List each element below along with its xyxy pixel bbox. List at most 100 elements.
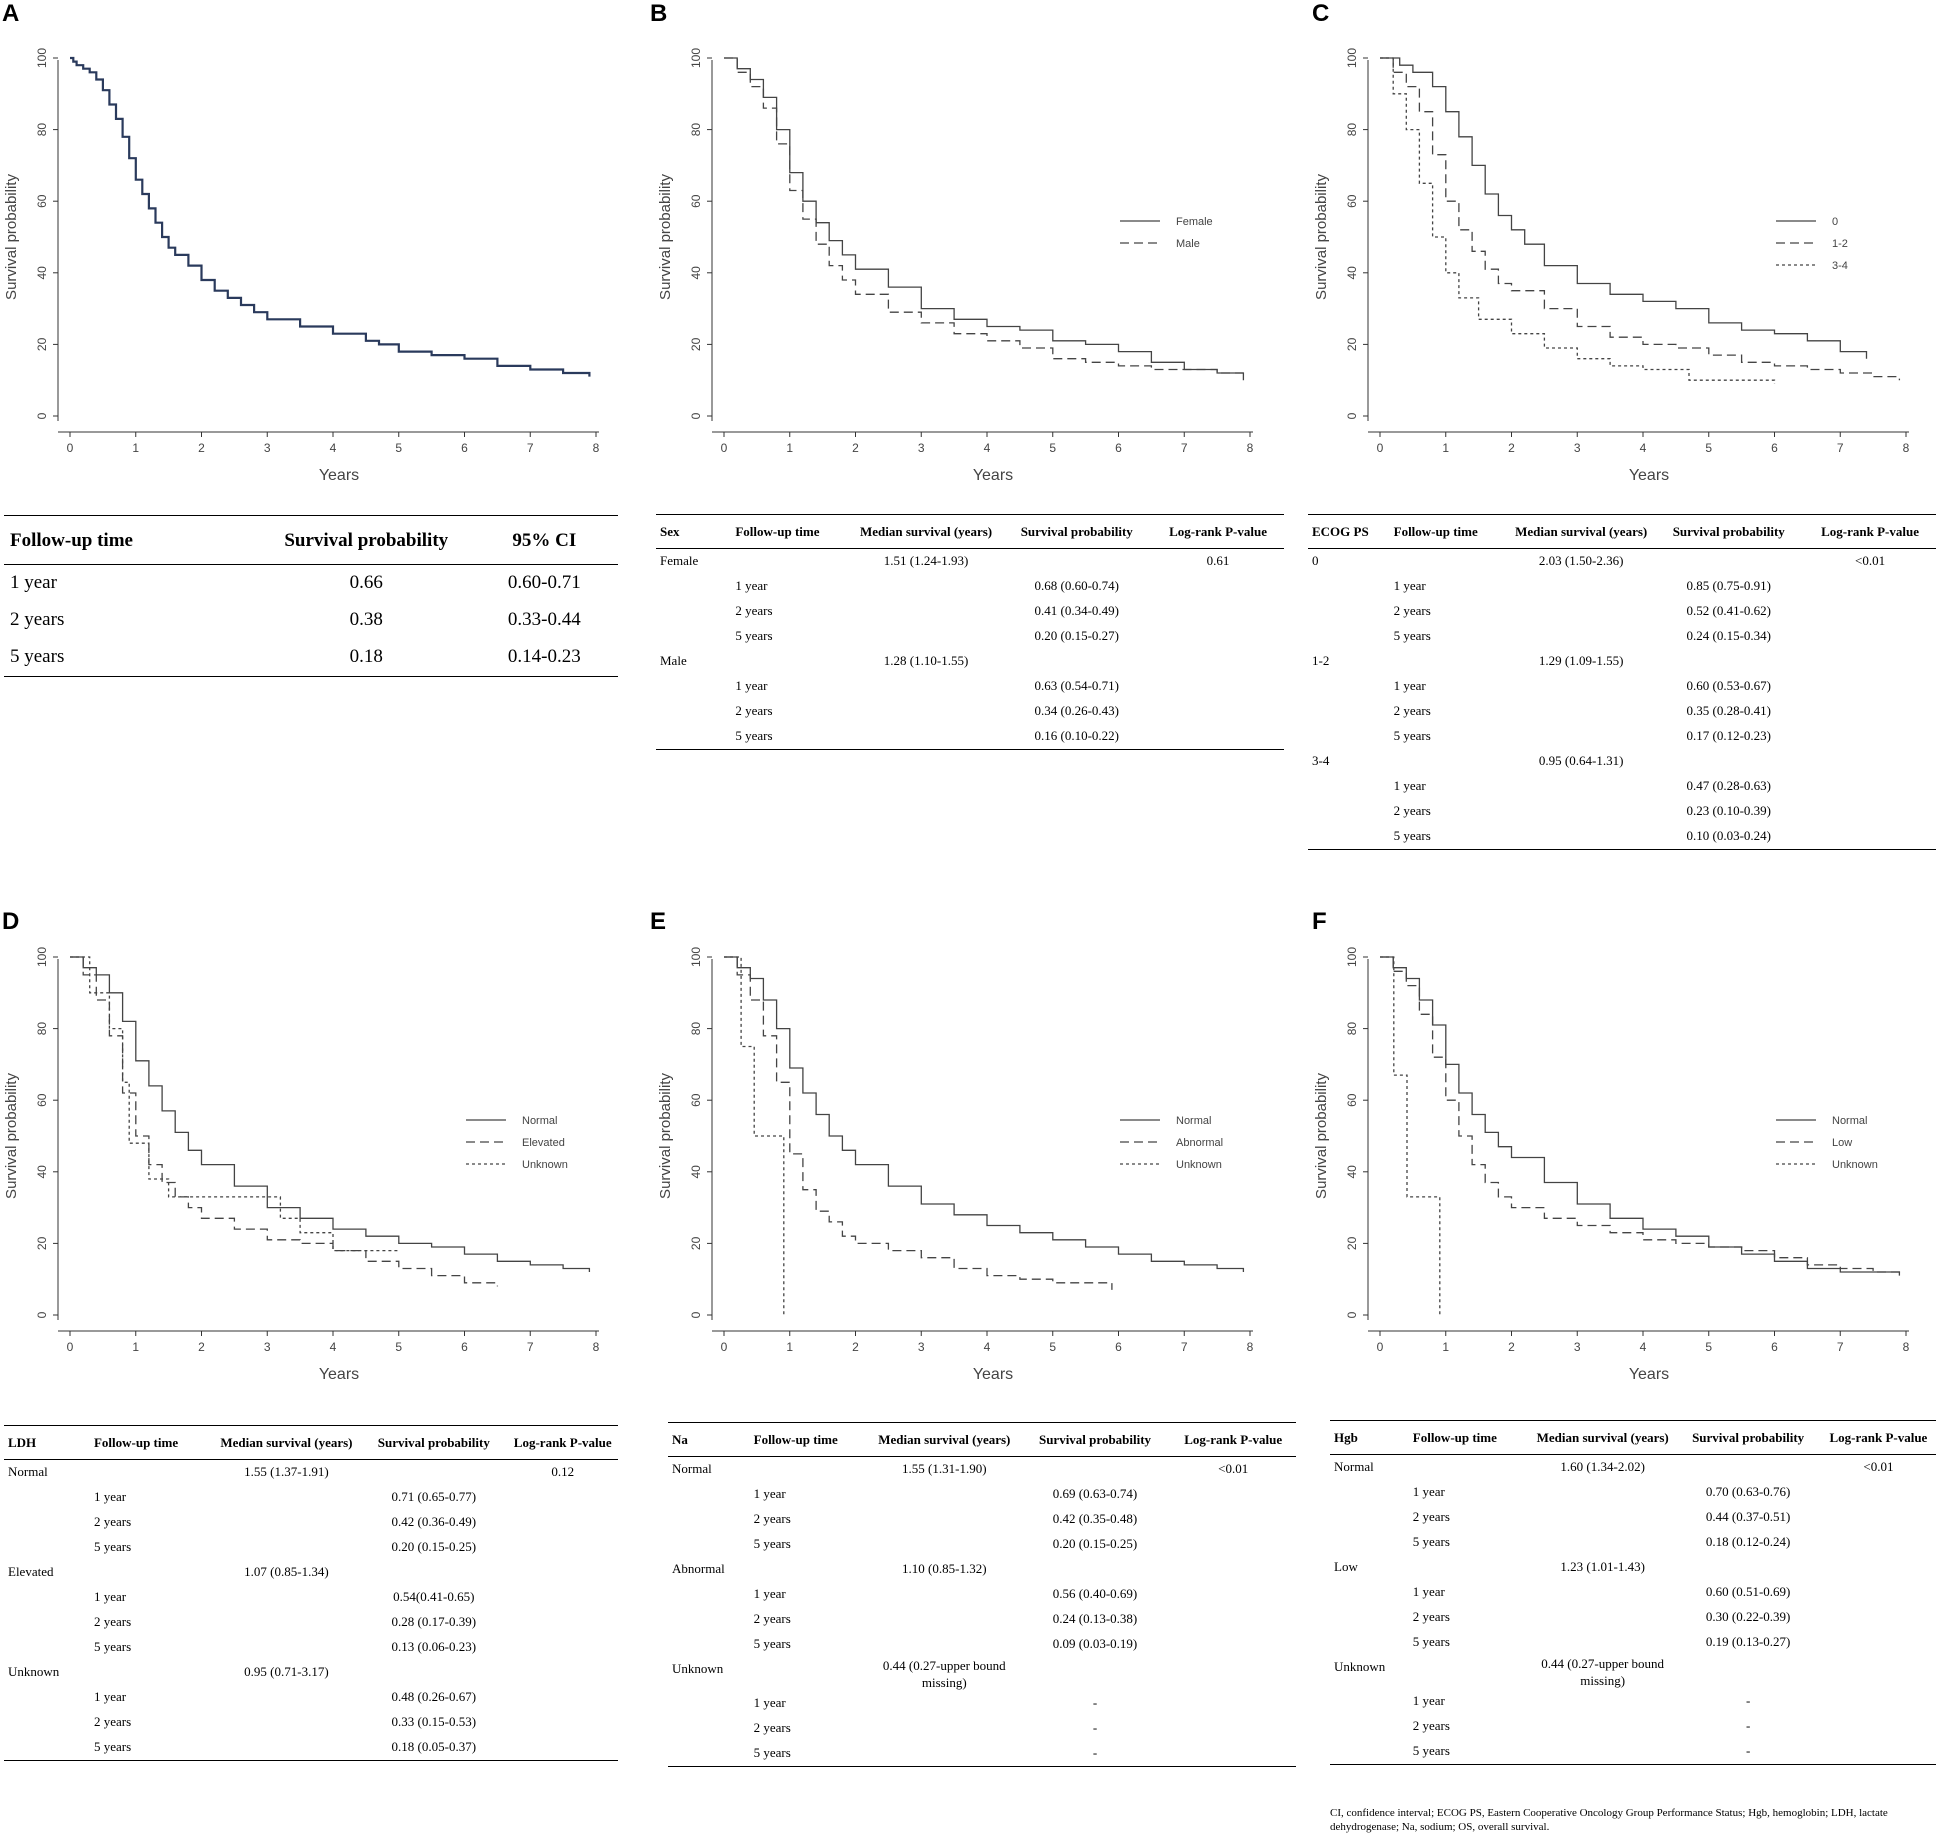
table-cell: 1.51 (1.24-1.93) xyxy=(883,552,969,568)
table-f: Hgb Follow-up time Median survival (year… xyxy=(1330,1420,1936,1765)
y-tick-label: 0 xyxy=(35,1311,49,1318)
table-cell: 0.54(0.41-0.65) xyxy=(393,1588,475,1604)
table-row: 1 year 0.69 (0.63-0.74) xyxy=(668,1482,1296,1507)
table-cell xyxy=(1330,1480,1409,1505)
table-cell: 0.34 (0.26-0.43) xyxy=(1034,702,1120,718)
table-cell xyxy=(1308,599,1390,624)
table-cell xyxy=(851,699,1002,724)
table-cell xyxy=(1330,1580,1409,1605)
y-tick-label: 100 xyxy=(689,947,703,967)
table-cell xyxy=(1530,1689,1675,1714)
table-cell xyxy=(1509,824,1653,850)
table-c-body: 0 2.03 (1.50-2.36) <0.01 1 year 0.85 (0.75-0… xyxy=(1308,548,1936,849)
table-cell: 5 years xyxy=(753,1635,791,1651)
y-tick-label: 40 xyxy=(1345,1165,1359,1179)
plot-area: 0 20 40 60 80 100 0 1 2 3 4 5 6 7 8 Years Survival proba… xyxy=(657,48,1254,484)
table-cell xyxy=(869,1582,1020,1607)
x-tick-label: 1 xyxy=(786,1340,793,1354)
y-axis-label: Survival probability xyxy=(1313,174,1330,300)
table-cell: 0.42 (0.35-0.48) xyxy=(1052,1510,1138,1526)
table-cell xyxy=(869,1507,1020,1532)
table-cell: 0.60 (0.53-0.67) xyxy=(1686,677,1771,693)
table-cell xyxy=(213,1735,360,1761)
table-cell: 0 xyxy=(1312,552,1319,568)
table-cell xyxy=(851,599,1002,624)
y-tick-label: 20 xyxy=(689,1236,703,1250)
x-tick-label: 7 xyxy=(1837,1340,1844,1354)
table-cell: 2 years xyxy=(735,602,773,618)
table-cell: 5 years xyxy=(1412,1633,1450,1649)
table-f-header-hgb: Hgb xyxy=(1330,1420,1409,1455)
table-cell xyxy=(1409,1555,1530,1580)
x-tick-label: 8 xyxy=(593,1340,600,1354)
table-cell: 0.17 (0.12-0.23) xyxy=(1686,727,1771,743)
table-cell: 1 year xyxy=(10,571,57,593)
table-cell: 0.61 xyxy=(1206,552,1230,568)
x-tick-label: 1 xyxy=(786,441,793,455)
table-cell: 1 year xyxy=(753,1694,786,1710)
table-cell: 2 years xyxy=(1412,1508,1450,1524)
x-axis-label: Years xyxy=(319,467,359,484)
y-axis-label: Survival probability xyxy=(657,174,674,300)
table-cell xyxy=(507,1510,618,1535)
series-line-unknown xyxy=(70,956,399,1252)
table-cell xyxy=(1308,574,1390,599)
table-cell: 0.23 (0.10-0.39) xyxy=(1686,802,1771,818)
table-cell: 1 year xyxy=(1412,1483,1445,1499)
table-row: 5 years 0.20 (0.15-0.25) xyxy=(668,1532,1296,1557)
table-cell: Normal xyxy=(1334,1458,1374,1474)
table-cell xyxy=(668,1632,750,1657)
table-cell xyxy=(1821,1555,1936,1580)
x-tick-label: 3 xyxy=(264,1340,271,1354)
table-cell xyxy=(750,1557,869,1582)
table-cell xyxy=(1804,624,1936,649)
table-cell xyxy=(360,1660,507,1685)
table-cell xyxy=(1390,749,1509,774)
table-a-header-survival: Survival probability xyxy=(261,515,471,565)
table-cell: 0.33 (0.15-0.53) xyxy=(391,1713,477,1729)
legend-label: Elevated xyxy=(522,1137,565,1149)
legend-label: Normal xyxy=(1176,1115,1211,1127)
table-row: 1 year 0.85 (0.75-0.91) xyxy=(1308,574,1936,599)
table-cell: 2 years xyxy=(1393,802,1431,818)
table-cell xyxy=(1821,1655,1936,1689)
table-a-header-follow-up: Follow-up time xyxy=(4,515,262,565)
table-row: 5 years 0.18 0.14-0.23 xyxy=(4,639,618,677)
table-cell: 0.20 (0.15-0.27) xyxy=(1034,627,1120,643)
table-cell xyxy=(1821,1689,1936,1714)
x-tick-label: 6 xyxy=(1115,1340,1122,1354)
table-cell: Abnormal xyxy=(672,1560,725,1576)
table-cell xyxy=(213,1535,360,1560)
x-tick-label: 1 xyxy=(1442,441,1449,455)
table-cell: <0.01 xyxy=(1855,552,1886,568)
table-c-header-follow-up: Follow-up time xyxy=(1389,514,1509,549)
survival-chart-d: 0 20 40 60 80 100 0 1 2 3 4 5 6 7 8 Years Survival proba… xyxy=(3,947,600,1383)
table-cell xyxy=(1653,548,1804,574)
legend-label: 3-4 xyxy=(1832,260,1848,272)
table-row: Elevated 1.07 (0.85-1.34) xyxy=(4,1560,618,1585)
table-d-header-median: Median survival (years) xyxy=(212,1425,361,1460)
table-cell xyxy=(213,1635,360,1660)
table-cell: 2 years xyxy=(93,1513,132,1529)
table-row: Normal 1.55 (1.37-1.91) 0.12 xyxy=(4,1459,618,1485)
table-cell xyxy=(668,1607,750,1632)
table-cell xyxy=(4,1485,90,1510)
table-cell xyxy=(1308,699,1390,724)
table-cell xyxy=(1821,1505,1936,1530)
table-cell xyxy=(1675,1655,1820,1689)
table-cell xyxy=(1509,674,1653,699)
table-cell: 0.14-0.23 xyxy=(507,645,581,667)
table-c-header-logrank: Log-rank P-value xyxy=(1804,514,1936,549)
table-cell xyxy=(750,1456,869,1482)
table-cell: 0.60-0.71 xyxy=(507,571,581,593)
y-tick-label: 40 xyxy=(1345,266,1359,280)
table-cell xyxy=(1804,799,1936,824)
table-cell: Unknown xyxy=(1334,1658,1386,1674)
table-cell: 1-2 xyxy=(1312,652,1330,668)
table-cell: 0.60 (0.51-0.69) xyxy=(1705,1583,1791,1599)
table-cell xyxy=(90,1660,213,1685)
table-cell xyxy=(4,1585,90,1610)
table-cell xyxy=(4,1735,90,1761)
table-cell xyxy=(1804,574,1936,599)
table-e-header-survival: Survival probability xyxy=(1019,1422,1171,1457)
